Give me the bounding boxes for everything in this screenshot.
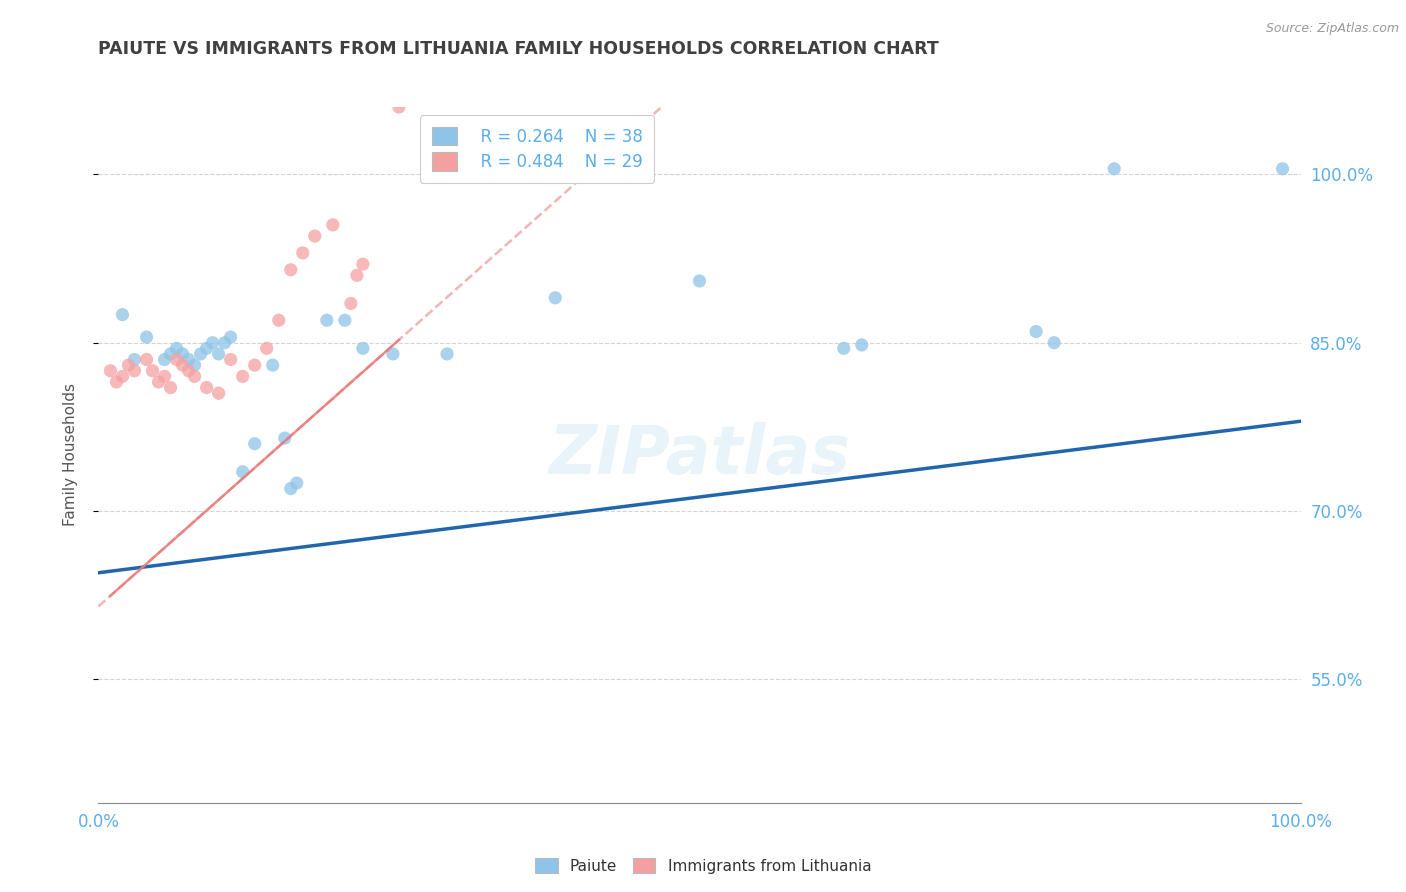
- Point: [159, 381, 181, 395]
- Point: [274, 431, 297, 445]
- Point: [322, 218, 344, 232]
- Point: [111, 369, 134, 384]
- Point: [183, 369, 205, 384]
- Point: [304, 229, 326, 244]
- Point: [333, 313, 356, 327]
- Point: [124, 364, 146, 378]
- Point: [285, 475, 308, 490]
- Point: [1102, 161, 1125, 176]
- Point: [1025, 325, 1047, 339]
- Point: [267, 313, 290, 327]
- Point: [201, 335, 224, 350]
- Point: [544, 291, 567, 305]
- Point: [172, 347, 194, 361]
- Point: [135, 352, 157, 367]
- Point: [280, 482, 302, 496]
- Point: [208, 386, 231, 401]
- Point: [219, 330, 242, 344]
- Point: [166, 352, 188, 367]
- Point: [232, 465, 254, 479]
- Point: [346, 268, 368, 283]
- Point: [177, 364, 200, 378]
- Point: [232, 369, 254, 384]
- Point: [256, 341, 278, 355]
- Point: [280, 262, 302, 277]
- Point: [159, 347, 181, 361]
- Point: [243, 436, 266, 450]
- Point: [124, 352, 146, 367]
- Point: [177, 352, 200, 367]
- Point: [436, 347, 458, 361]
- Point: [208, 347, 231, 361]
- Point: [183, 358, 205, 372]
- Y-axis label: Family Households: Family Households: [63, 384, 77, 526]
- Point: [262, 358, 284, 372]
- Point: [352, 257, 374, 271]
- Point: [105, 375, 128, 389]
- Point: [291, 246, 314, 260]
- Point: [388, 100, 411, 114]
- Text: Source: ZipAtlas.com: Source: ZipAtlas.com: [1265, 22, 1399, 36]
- Point: [148, 375, 170, 389]
- Point: [352, 341, 374, 355]
- Point: [1271, 161, 1294, 176]
- Point: [851, 338, 873, 352]
- Point: [315, 313, 337, 327]
- Point: [689, 274, 711, 288]
- Point: [172, 358, 194, 372]
- Point: [381, 347, 404, 361]
- Point: [111, 308, 134, 322]
- Text: ZIPatlas: ZIPatlas: [548, 422, 851, 488]
- Point: [243, 358, 266, 372]
- Point: [190, 347, 212, 361]
- Point: [214, 335, 236, 350]
- Point: [832, 341, 855, 355]
- Legend: Paiute, Immigrants from Lithuania: Paiute, Immigrants from Lithuania: [529, 852, 877, 880]
- Point: [166, 341, 188, 355]
- Point: [135, 330, 157, 344]
- Point: [340, 296, 363, 310]
- Point: [195, 341, 218, 355]
- Legend:   R = 0.264    N = 38,   R = 0.484    N = 29: R = 0.264 N = 38, R = 0.484 N = 29: [420, 115, 654, 183]
- Point: [141, 364, 163, 378]
- Point: [531, 27, 554, 41]
- Point: [1043, 335, 1066, 350]
- Point: [117, 358, 139, 372]
- Point: [153, 369, 176, 384]
- Point: [219, 352, 242, 367]
- Point: [100, 364, 122, 378]
- Point: [195, 381, 218, 395]
- Point: [153, 352, 176, 367]
- Text: PAIUTE VS IMMIGRANTS FROM LITHUANIA FAMILY HOUSEHOLDS CORRELATION CHART: PAIUTE VS IMMIGRANTS FROM LITHUANIA FAMI…: [98, 40, 939, 58]
